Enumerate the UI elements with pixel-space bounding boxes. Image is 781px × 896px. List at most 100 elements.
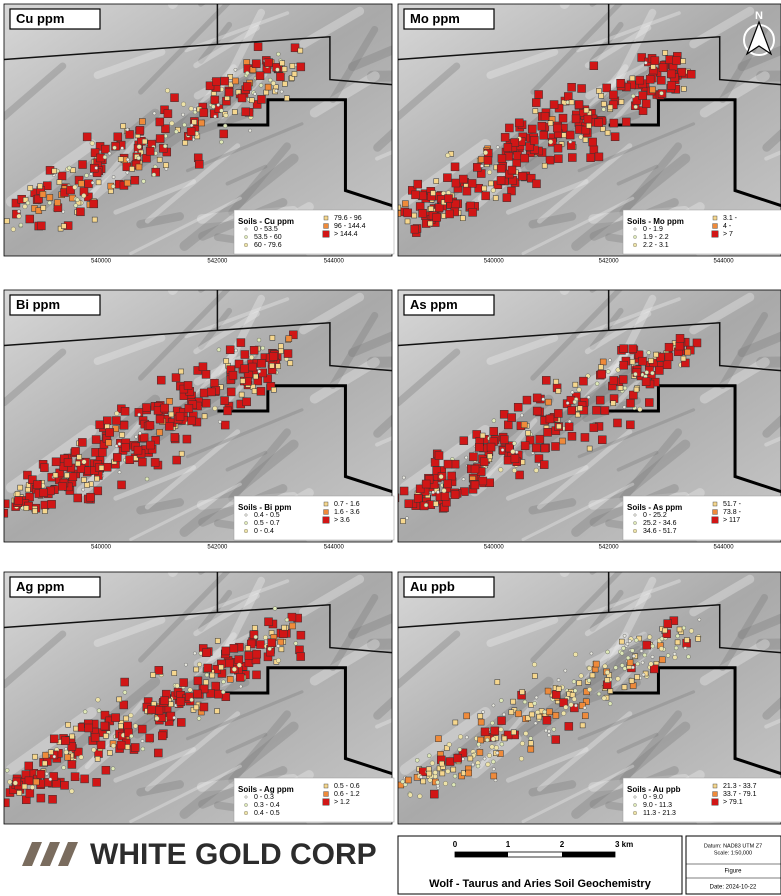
sample-point — [617, 79, 625, 87]
sample-point — [221, 690, 225, 694]
sample-point — [592, 406, 600, 414]
sample-point — [427, 754, 431, 758]
sample-point — [64, 458, 72, 466]
sample-point — [511, 730, 516, 735]
sample-point — [503, 194, 511, 202]
sample-point — [546, 709, 552, 715]
sample-point — [502, 713, 505, 716]
sample-point — [69, 789, 74, 794]
sample-point — [78, 438, 86, 446]
sample-point — [446, 210, 454, 218]
sample-point — [533, 109, 538, 114]
sample-point — [511, 699, 516, 704]
sample-point — [418, 794, 423, 799]
sample-point — [560, 438, 566, 444]
legend-label: > 1.2 — [334, 799, 350, 806]
sample-point — [193, 690, 201, 698]
legend-label: 79.6 - 96 — [334, 215, 362, 222]
sample-point — [13, 781, 18, 786]
sample-point — [1, 500, 9, 508]
map-panel: Au ppbSoils - Au ppb0 - 9.09.0 - 11.311.… — [398, 519, 781, 824]
legend-label: 0.6 - 1.2 — [334, 791, 360, 798]
legend-label: 4 - — [723, 223, 732, 230]
sample-point — [583, 137, 588, 142]
sample-point — [608, 689, 613, 694]
sample-point — [199, 120, 205, 126]
sample-point — [440, 771, 445, 776]
sample-point — [58, 172, 66, 180]
sample-point — [282, 625, 287, 630]
sample-point — [520, 741, 525, 746]
sample-point — [155, 716, 160, 721]
x-tick-label: 540000 — [484, 545, 505, 551]
sample-point — [19, 223, 23, 227]
sample-point — [520, 690, 525, 695]
sample-point — [535, 91, 543, 99]
legend-label: > 3.6 — [334, 517, 350, 524]
sample-point — [222, 647, 230, 655]
sample-point — [464, 713, 470, 719]
sample-point — [676, 634, 680, 638]
sample-point — [103, 155, 107, 159]
sample-point — [649, 662, 654, 667]
sample-point — [65, 754, 71, 760]
ridge — [201, 0, 288, 4]
sample-point — [595, 382, 599, 386]
sample-point — [518, 172, 526, 180]
sample-point — [514, 152, 522, 160]
sample-point — [212, 682, 220, 690]
sample-point — [634, 105, 638, 109]
sample-point — [445, 195, 453, 203]
sample-point — [134, 435, 137, 438]
sample-point — [290, 63, 295, 68]
sample-point — [90, 141, 95, 146]
sample-point — [199, 363, 207, 371]
x-tick-label: 544000 — [324, 259, 345, 265]
legend-symbol — [633, 243, 637, 247]
sample-point — [202, 370, 210, 378]
sample-point — [651, 644, 655, 648]
sample-point — [550, 101, 558, 109]
sample-point — [257, 95, 265, 103]
sample-point — [564, 92, 572, 100]
sample-point — [220, 130, 228, 138]
sample-point — [121, 407, 129, 415]
legend-symbol — [634, 228, 637, 231]
scale-label: 0 — [453, 840, 458, 849]
sample-point — [75, 198, 79, 202]
legend-label: > 79.1 — [723, 799, 743, 806]
sample-point — [96, 697, 101, 702]
sample-point — [512, 441, 516, 445]
sample-point — [45, 772, 48, 775]
sample-point — [66, 722, 71, 727]
x-tick-label: 544000 — [714, 545, 735, 551]
legend-label: 0 - 9.0 — [643, 794, 663, 801]
sample-point — [241, 351, 249, 359]
sample-point — [575, 412, 580, 417]
sample-point — [686, 655, 690, 659]
sample-point — [73, 726, 78, 731]
sample-point — [478, 714, 483, 719]
ridge — [564, 0, 588, 4]
sample-point — [227, 388, 235, 396]
sample-point — [608, 105, 613, 110]
sample-point — [556, 424, 561, 429]
sample-point — [224, 113, 229, 118]
sample-point — [118, 471, 121, 474]
sample-point — [660, 637, 664, 641]
sample-point — [153, 112, 156, 115]
sample-point — [30, 785, 35, 790]
sample-point — [68, 760, 76, 768]
sample-point — [665, 353, 673, 361]
legend-label: 73.8 - — [723, 509, 742, 516]
sample-point — [182, 123, 186, 127]
sample-point — [599, 93, 604, 98]
sample-point — [177, 718, 185, 726]
sample-point — [496, 751, 499, 754]
sample-point — [606, 650, 610, 654]
sample-point — [484, 156, 492, 164]
sample-point — [514, 403, 522, 411]
sample-point — [469, 453, 477, 461]
sample-point — [499, 698, 503, 702]
sample-point — [131, 176, 139, 184]
